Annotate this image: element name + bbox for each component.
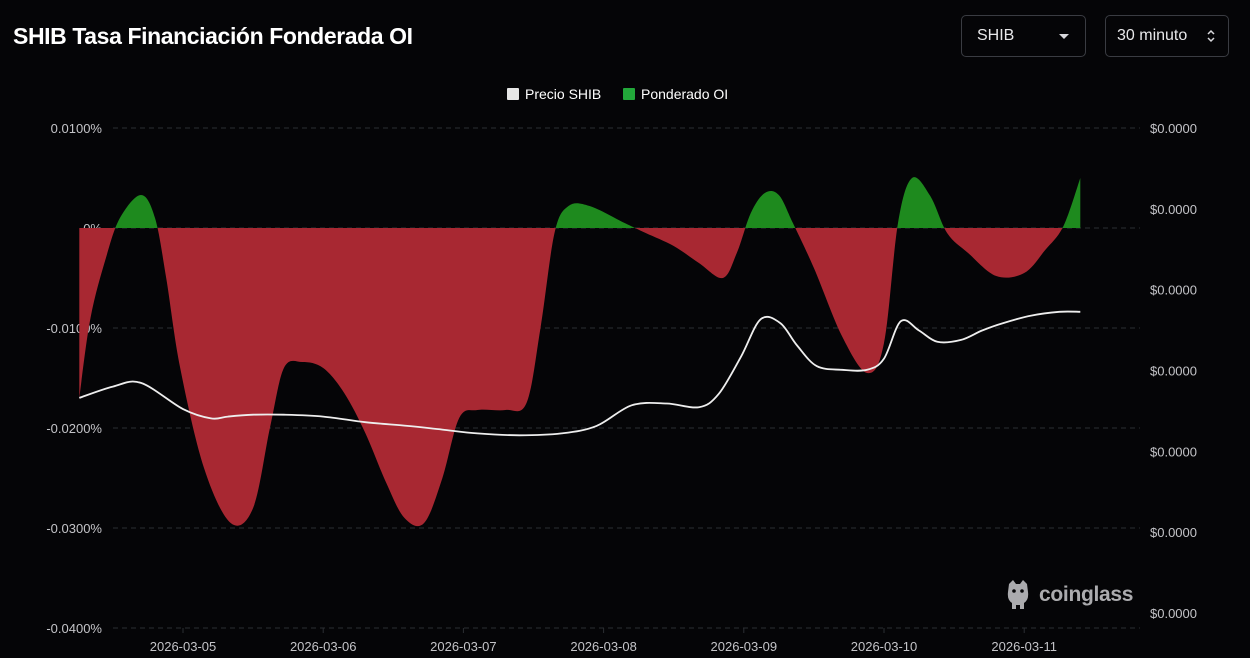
interval-select[interactable]: 30 minuto (1105, 15, 1229, 57)
y-right-tick-label: $0.0000 (1150, 606, 1197, 621)
legend-label-price: Precio SHIB (525, 86, 601, 102)
x-tick-label: 2026-03-08 (570, 639, 637, 654)
oi-negative-area (79, 228, 1081, 527)
x-tick-label: 2026-03-11 (991, 639, 1057, 654)
interval-select-value: 30 minuto (1117, 27, 1188, 44)
chevron-updown-icon (1207, 29, 1215, 43)
legend-swatch-oi (623, 88, 635, 100)
oi-positive-area (79, 177, 1081, 228)
y-right-tick-label: $0.0000 (1150, 525, 1197, 540)
y-left-tick-label: -0.0400% (46, 621, 102, 636)
y-right-tick-label: $0.0000 (1150, 283, 1197, 298)
caret-down-icon (1059, 34, 1069, 39)
y-right-tick-label: $0.0000 (1150, 364, 1197, 379)
coinglass-logo-icon (1007, 580, 1029, 609)
y-left-tick-label: -0.0300% (46, 521, 102, 536)
watermark-text: coinglass (1039, 583, 1134, 606)
legend-swatch-price (507, 88, 519, 100)
x-tick-label: 2026-03-10 (851, 639, 918, 654)
y-right-tick-label: $0.0000 (1150, 202, 1197, 217)
y-right-tick-label: $0.0000 (1150, 121, 1197, 136)
y-left-tick-label: 0.0100% (51, 121, 103, 136)
y-left-tick-label: -0.0100% (46, 321, 102, 336)
y-left-tick-label: -0.0200% (46, 421, 102, 436)
x-tick-label: 2026-03-05 (150, 639, 217, 654)
x-tick-label: 2026-03-06 (290, 639, 357, 654)
coinglass-watermark: coinglass (1003, 578, 1133, 612)
x-tick-label: 2026-03-07 (430, 639, 497, 654)
price-line (79, 310, 1081, 437)
legend-label-oi: Ponderado OI (641, 86, 728, 102)
symbol-select[interactable]: SHIB (961, 15, 1086, 57)
y-right-tick-label: $0.0000 (1150, 444, 1197, 459)
symbol-select-value: SHIB (977, 27, 1015, 44)
x-tick-label: 2026-03-09 (711, 639, 778, 654)
page-title: SHIB Tasa Financiación Fonderada OI (13, 23, 413, 49)
